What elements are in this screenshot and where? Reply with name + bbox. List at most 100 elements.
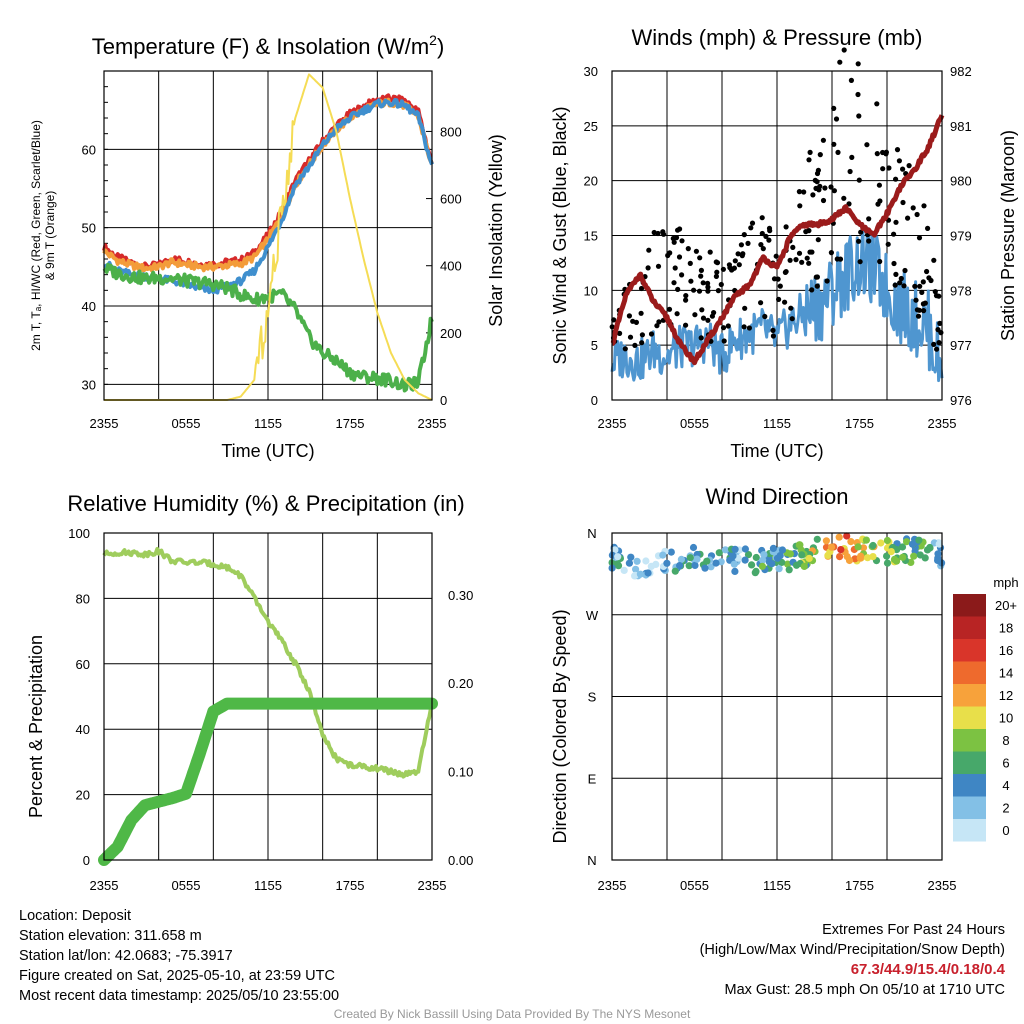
gust-point [687, 260, 693, 266]
gust-point [746, 325, 753, 331]
direction-point [837, 546, 845, 554]
y-tick-label: 15 [584, 229, 598, 244]
gust-point [673, 235, 680, 241]
gust-point [837, 59, 843, 65]
y2-tick-label: 977 [950, 338, 972, 353]
gust-point [807, 149, 813, 155]
series-line [102, 262, 434, 393]
gust-point [759, 230, 765, 237]
gust-point [725, 323, 731, 329]
direction-point [614, 562, 623, 570]
gust-point [656, 319, 662, 325]
direction-point [633, 557, 641, 565]
direction-point [663, 559, 671, 567]
y-axis-label: Direction (Colored By Speed) [550, 609, 570, 843]
gust-point [685, 246, 691, 252]
gust-point [726, 262, 733, 268]
gust-point [679, 238, 685, 244]
colorbar-swatch [953, 616, 986, 639]
gust-point [738, 242, 745, 248]
gust-point [828, 250, 835, 256]
gust-point [806, 157, 812, 163]
gust-point [763, 233, 769, 239]
extremes-values: 67.3/44.9/15.4/0.18/0.4 [850, 961, 1005, 978]
direction-point [824, 551, 832, 560]
gust-point [897, 280, 903, 286]
x-tick-label: 1155 [254, 416, 282, 431]
colorbar-label: 4 [1002, 778, 1009, 793]
y2-tick-label: 981 [950, 119, 972, 134]
direction-point [827, 543, 836, 551]
direction-point [857, 552, 865, 560]
gust-point [770, 327, 776, 333]
direction-point [758, 562, 767, 570]
gust-point [820, 137, 827, 143]
gust-point [655, 230, 661, 237]
gust-point [920, 279, 926, 285]
x-tick-label: 2355 [598, 878, 627, 893]
gust-point [835, 149, 841, 155]
gust-point [797, 203, 803, 209]
precipitation-line [98, 697, 438, 866]
direction-point [903, 538, 911, 546]
gust-point [898, 275, 904, 282]
y-tick-label: 60 [76, 657, 90, 672]
x-tick-label: 1755 [845, 878, 874, 893]
gust-point [891, 231, 897, 237]
gust-point [793, 257, 799, 263]
gust-point [692, 312, 698, 318]
direction-point [652, 560, 660, 569]
direction-point [851, 555, 859, 563]
x-tick-label: 1755 [845, 416, 874, 431]
direction-point [854, 543, 862, 551]
gust-point [749, 220, 756, 226]
gust-point [814, 283, 820, 289]
gust-point [735, 251, 741, 257]
gust-point [919, 289, 925, 295]
direction-point [843, 553, 851, 561]
gust-point [700, 315, 707, 321]
gust-point [834, 256, 840, 262]
gust-point [880, 166, 886, 172]
gust-point [920, 301, 927, 307]
direction-point [751, 569, 759, 577]
gust-point [707, 249, 713, 255]
colorbar-swatch [953, 639, 986, 662]
direction-point [689, 543, 698, 552]
gust-point [698, 273, 704, 279]
direction-point [800, 562, 808, 571]
gust-point [886, 165, 892, 171]
gust-point [705, 284, 711, 290]
direction-point [741, 545, 750, 553]
gust-point [729, 266, 736, 272]
direction-point [659, 551, 667, 559]
y2-tick-label: 982 [950, 64, 972, 79]
gust-point [760, 246, 766, 252]
direction-point [795, 541, 803, 549]
direction-point [843, 532, 851, 540]
direction-point [899, 553, 907, 561]
direction-point [703, 557, 711, 565]
gust-point [796, 189, 803, 195]
colorbar-label: 10 [999, 711, 1013, 726]
panel-2: 0 5 10 15 20 25 30 976 977 978 979 980 981 982 2355 055… [550, 25, 1018, 461]
direction-point [642, 557, 650, 565]
direction-point [847, 538, 855, 546]
colorbar-label: 18 [999, 621, 1013, 636]
direction-point [731, 545, 739, 553]
y2-axis-label: Solar Insolation (Yellow) [486, 134, 506, 326]
x-tick-label: 0555 [172, 878, 201, 893]
gust-point [758, 300, 764, 306]
x-tick-label: 2355 [598, 416, 627, 431]
colorbar-label: 14 [999, 666, 1013, 681]
gust-point [928, 277, 934, 284]
gust-point [934, 346, 940, 352]
y-tick-label: 40 [82, 299, 96, 314]
gust-point [655, 263, 662, 269]
gust-point [857, 259, 863, 265]
gust-point [893, 176, 899, 182]
y2-tick-label: 979 [950, 229, 972, 244]
x-tick-label: 1755 [336, 878, 365, 893]
gust-point [905, 215, 911, 221]
gust-point [677, 226, 683, 232]
